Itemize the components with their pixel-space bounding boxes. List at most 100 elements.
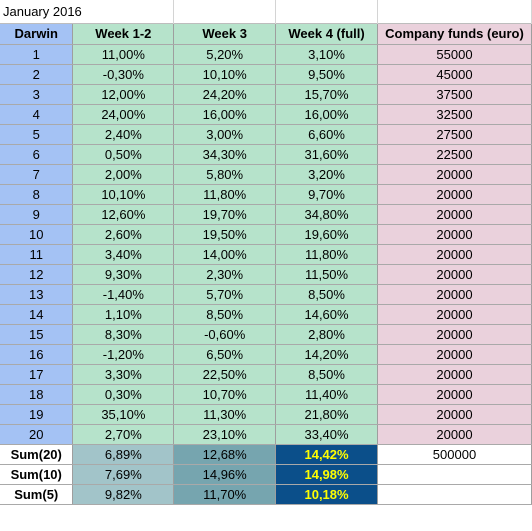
funds-cell[interactable]: 55000: [377, 44, 532, 65]
week-4-cell[interactable]: 19,60%: [275, 224, 378, 245]
header-darwin[interactable]: Darwin: [0, 24, 74, 45]
week-3-cell[interactable]: 11,80%: [173, 184, 277, 205]
empty-cell[interactable]: [276, 0, 378, 24]
funds-cell[interactable]: 20000: [377, 304, 532, 325]
darwin-cell[interactable]: 2: [0, 64, 74, 85]
week-3-cell[interactable]: 22,50%: [173, 364, 277, 385]
funds-cell[interactable]: 20000: [377, 204, 532, 225]
sum-week-1-2-cell[interactable]: 6,89%: [72, 444, 175, 465]
week-1-2-cell[interactable]: 10,10%: [72, 184, 175, 205]
darwin-cell[interactable]: 7: [0, 164, 74, 185]
funds-cell[interactable]: 37500: [377, 84, 532, 105]
week-1-2-cell[interactable]: 35,10%: [72, 404, 175, 425]
darwin-cell[interactable]: 17: [0, 364, 74, 385]
week-4-cell[interactable]: 21,80%: [275, 404, 378, 425]
week-4-cell[interactable]: 15,70%: [275, 84, 378, 105]
week-4-cell[interactable]: 11,50%: [275, 264, 378, 285]
week-3-cell[interactable]: 16,00%: [173, 104, 277, 125]
week-1-2-cell[interactable]: 0,50%: [72, 144, 175, 165]
week-4-cell[interactable]: 9,50%: [275, 64, 378, 85]
week-3-cell[interactable]: 11,30%: [173, 404, 277, 425]
week-4-cell[interactable]: 14,20%: [275, 344, 378, 365]
sum-week-4-cell[interactable]: 14,42%: [275, 444, 378, 465]
week-3-cell[interactable]: 34,30%: [173, 144, 277, 165]
week-1-2-cell[interactable]: 2,00%: [72, 164, 175, 185]
week-3-cell[interactable]: 24,20%: [173, 84, 277, 105]
week-4-cell[interactable]: 16,00%: [275, 104, 378, 125]
sum-funds-cell[interactable]: 500000: [377, 444, 532, 465]
funds-cell[interactable]: 27500: [377, 124, 532, 145]
week-3-cell[interactable]: 19,50%: [173, 224, 277, 245]
darwin-cell[interactable]: 9: [0, 204, 74, 225]
title-cell[interactable]: January 2016: [0, 0, 174, 24]
header-company-funds[interactable]: Company funds (euro): [377, 24, 532, 45]
funds-cell[interactable]: 20000: [377, 164, 532, 185]
week-1-2-cell[interactable]: -0,30%: [72, 64, 175, 85]
week-1-2-cell[interactable]: -1,20%: [72, 344, 175, 365]
funds-cell[interactable]: 20000: [377, 404, 532, 425]
week-4-cell[interactable]: 3,20%: [275, 164, 378, 185]
funds-cell[interactable]: 45000: [377, 64, 532, 85]
week-3-cell[interactable]: 19,70%: [173, 204, 277, 225]
week-1-2-cell[interactable]: 9,30%: [72, 264, 175, 285]
funds-cell[interactable]: 20000: [377, 424, 532, 445]
funds-cell[interactable]: 20000: [377, 284, 532, 305]
week-3-cell[interactable]: 3,00%: [173, 124, 277, 145]
week-4-cell[interactable]: 11,40%: [275, 384, 378, 405]
week-4-cell[interactable]: 6,60%: [275, 124, 378, 145]
week-4-cell[interactable]: 34,80%: [275, 204, 378, 225]
sum-funds-cell[interactable]: [377, 484, 532, 505]
week-3-cell[interactable]: -0,60%: [173, 324, 277, 345]
week-4-cell[interactable]: 2,80%: [275, 324, 378, 345]
week-3-cell[interactable]: 8,50%: [173, 304, 277, 325]
funds-cell[interactable]: 20000: [377, 384, 532, 405]
funds-cell[interactable]: 20000: [377, 224, 532, 245]
sum-week-1-2-cell[interactable]: 9,82%: [72, 484, 175, 505]
darwin-cell[interactable]: 5: [0, 124, 74, 145]
funds-cell[interactable]: 20000: [377, 344, 532, 365]
header-week-4[interactable]: Week 4 (full): [275, 24, 378, 45]
darwin-cell[interactable]: 12: [0, 264, 74, 285]
week-1-2-cell[interactable]: 2,60%: [72, 224, 175, 245]
sum-funds-cell[interactable]: [377, 464, 532, 485]
week-3-cell[interactable]: 23,10%: [173, 424, 277, 445]
week-1-2-cell[interactable]: 12,60%: [72, 204, 175, 225]
darwin-cell[interactable]: 1: [0, 44, 74, 65]
funds-cell[interactable]: 20000: [377, 324, 532, 345]
week-1-2-cell[interactable]: 1,10%: [72, 304, 175, 325]
week-1-2-cell[interactable]: 12,00%: [72, 84, 175, 105]
sum-week-3-cell[interactable]: 14,96%: [173, 464, 277, 485]
empty-cell[interactable]: [174, 0, 276, 24]
week-3-cell[interactable]: 5,70%: [173, 284, 277, 305]
darwin-cell[interactable]: 19: [0, 404, 74, 425]
funds-cell[interactable]: 20000: [377, 244, 532, 265]
week-4-cell[interactable]: 3,10%: [275, 44, 378, 65]
week-1-2-cell[interactable]: 0,30%: [72, 384, 175, 405]
week-1-2-cell[interactable]: 3,30%: [72, 364, 175, 385]
sum-label-cell[interactable]: Sum(5): [0, 484, 74, 505]
darwin-cell[interactable]: 10: [0, 224, 74, 245]
darwin-cell[interactable]: 8: [0, 184, 74, 205]
darwin-cell[interactable]: 11: [0, 244, 74, 265]
darwin-cell[interactable]: 3: [0, 84, 74, 105]
week-4-cell[interactable]: 31,60%: [275, 144, 378, 165]
darwin-cell[interactable]: 16: [0, 344, 74, 365]
funds-cell[interactable]: 20000: [377, 364, 532, 385]
sum-week-1-2-cell[interactable]: 7,69%: [72, 464, 175, 485]
sum-week-4-cell[interactable]: 10,18%: [275, 484, 378, 505]
week-4-cell[interactable]: 14,60%: [275, 304, 378, 325]
week-4-cell[interactable]: 11,80%: [275, 244, 378, 265]
header-week-1-2[interactable]: Week 1-2: [72, 24, 175, 45]
funds-cell[interactable]: 22500: [377, 144, 532, 165]
week-1-2-cell[interactable]: 24,00%: [72, 104, 175, 125]
week-3-cell[interactable]: 14,00%: [173, 244, 277, 265]
week-3-cell[interactable]: 10,10%: [173, 64, 277, 85]
sum-label-cell[interactable]: Sum(10): [0, 464, 74, 485]
sum-week-3-cell[interactable]: 11,70%: [173, 484, 277, 505]
week-4-cell[interactable]: 33,40%: [275, 424, 378, 445]
week-3-cell[interactable]: 2,30%: [173, 264, 277, 285]
sum-week-4-cell[interactable]: 14,98%: [275, 464, 378, 485]
funds-cell[interactable]: 32500: [377, 104, 532, 125]
sum-label-cell[interactable]: Sum(20): [0, 444, 74, 465]
funds-cell[interactable]: 20000: [377, 264, 532, 285]
